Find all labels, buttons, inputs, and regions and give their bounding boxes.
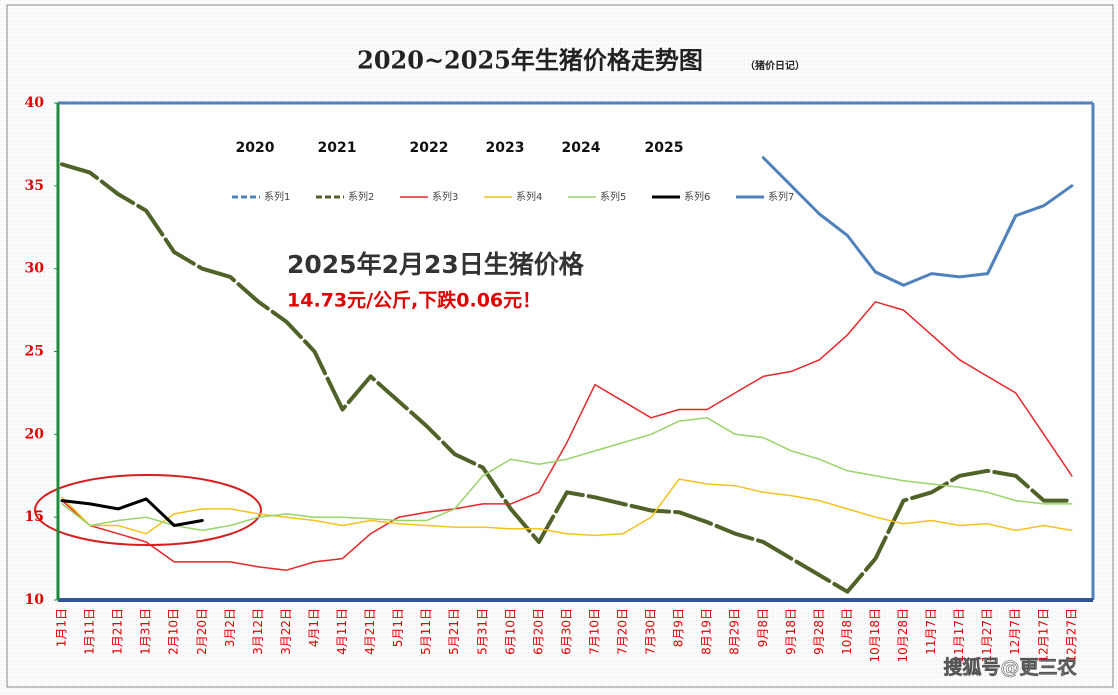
series-line [61, 417, 1073, 532]
legend-label: 系列3 [432, 190, 458, 203]
year-label: 2023 [486, 140, 525, 156]
year-label: 2020 [236, 140, 275, 156]
x-tick-label: 7月10日 [587, 608, 601, 655]
x-tick-label: 12月7日 [1008, 608, 1022, 655]
x-tick-label: 7月20日 [616, 608, 630, 655]
legend-label: 系列2 [348, 190, 374, 203]
series-line [761, 156, 1074, 287]
x-tick-label: 5月21日 [447, 608, 461, 655]
year-label: 2024 [562, 140, 601, 156]
y-tick-label: 25 [25, 344, 44, 360]
frame [6, 4, 1114, 688]
plot-area [58, 103, 1093, 600]
x-tick-label: 7月30日 [644, 608, 658, 655]
x-tick-label: 11月7日 [924, 608, 938, 655]
x-tick-label: 1月11日 [83, 608, 97, 655]
x-tick-label: 5月31日 [475, 608, 489, 655]
series-line [61, 478, 1073, 537]
x-tick-label: 5月11日 [419, 608, 433, 655]
x-tick-label: 11月27日 [980, 608, 994, 663]
series-line [60, 497, 204, 527]
y-tick-label: 40 [25, 95, 45, 111]
legend-label: 系列5 [600, 190, 626, 203]
series-line [60, 162, 1074, 594]
x-tick-label: 11月17日 [952, 608, 966, 663]
x-tick-label: 1月31日 [139, 608, 153, 655]
chart-subtitle: （猪价日记） [745, 59, 805, 72]
year-label: 2021 [318, 140, 357, 156]
legend-label: 系列6 [684, 190, 710, 203]
year-label: 2022 [410, 140, 449, 156]
x-tick-label: 4月11日 [335, 608, 349, 655]
y-tick-label: 30 [25, 261, 45, 277]
x-tick-label: 1月1日 [55, 608, 69, 647]
x-tick-label: 3月22日 [279, 608, 293, 655]
legend-label: 系列4 [516, 190, 542, 203]
x-tick-label: 3月2日 [223, 608, 237, 647]
x-tick-label: 1月21日 [111, 608, 125, 655]
chart-title: 2020~2025年生猪价格走势图 [357, 46, 703, 75]
legend-label: 系列1 [264, 190, 290, 203]
x-tick-label: 2月20日 [195, 608, 209, 655]
x-tick-label: 3月12日 [251, 608, 265, 655]
x-tick-label: 4月21日 [363, 608, 377, 655]
x-tick-label: 10月8日 [840, 608, 854, 655]
x-tick-label: 2月10日 [167, 608, 181, 655]
x-tick-label: 9月8日 [756, 608, 770, 647]
y-tick-label: 35 [25, 178, 44, 194]
x-tick-label: 8月9日 [672, 608, 686, 647]
x-tick-label: 6月30日 [559, 608, 573, 655]
x-tick-label: 6月10日 [503, 608, 517, 655]
y-tick-label: 10 [25, 592, 45, 608]
annotation-title: 2025年2月23日生猪价格 [287, 250, 585, 279]
x-tick-label: 8月19日 [700, 608, 714, 655]
y-tick-label: 15 [25, 509, 44, 525]
x-tick-label: 8月29日 [728, 608, 742, 655]
annotation-text: 14.73元/公斤,下跌0.06元！ [287, 289, 541, 312]
highlight-ellipse [34, 474, 262, 546]
x-tick-label: 12月17日 [1036, 608, 1050, 663]
x-tick-label: 9月28日 [812, 608, 826, 655]
x-tick-label: 5月1日 [391, 608, 405, 647]
series-line [61, 301, 1073, 571]
x-tick-label: 4月1日 [307, 608, 321, 647]
x-tick-label: 12月27日 [1064, 608, 1078, 663]
x-tick-label: 10月18日 [868, 608, 882, 663]
legend-label: 系列7 [768, 190, 794, 203]
watermark: 搜狐号@更三农 [943, 656, 1076, 679]
y-tick-label: 20 [25, 426, 45, 442]
x-tick-label: 9月18日 [784, 608, 798, 655]
year-label: 2025 [645, 140, 684, 156]
x-tick-label: 10月28日 [896, 608, 910, 663]
x-tick-label: 6月20日 [531, 608, 545, 655]
